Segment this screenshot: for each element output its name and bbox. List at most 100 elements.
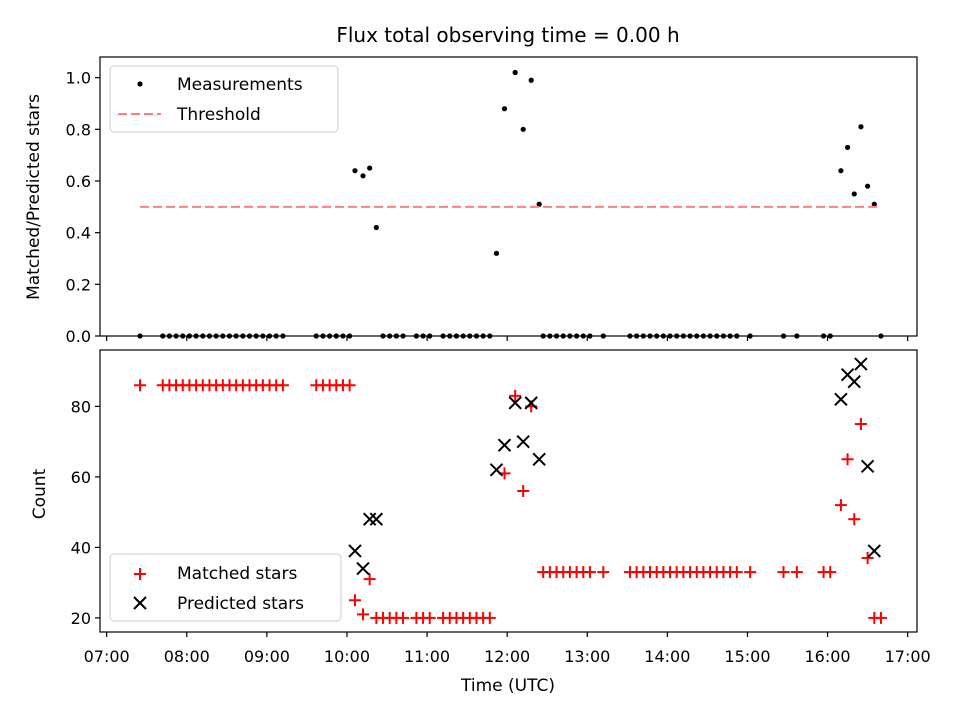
top-plot-frame xyxy=(99,56,918,337)
predicted-star-point xyxy=(362,512,377,526)
x-tick-label: 16:00 xyxy=(805,647,851,666)
matched-star-point xyxy=(276,379,289,392)
y-tick-label: 0.0 xyxy=(66,327,91,346)
legend-predicted-label: Predicted stars xyxy=(177,594,304,614)
x-tick-label: 10:00 xyxy=(324,647,370,666)
matched-star-point xyxy=(777,566,790,579)
bottom-x-ticks: 07:00 08:00 09:00 10:00 11:00 12:00 13:00 14:00… xyxy=(84,632,931,666)
y-tick-label: 60 xyxy=(71,468,91,487)
predicted-star-point xyxy=(369,512,384,526)
measurement-point xyxy=(536,201,542,207)
measurement-point xyxy=(501,106,508,112)
legend-measurements-label: Measurements xyxy=(177,75,303,95)
measurement-point xyxy=(360,173,366,179)
predicted-star-point xyxy=(854,357,868,371)
bottom-marks xyxy=(134,357,887,624)
top-panel: 0.0 0.2 0.4 0.6 0.8 1.0 Matched/Predicted sta… xyxy=(24,56,918,346)
matched-star-point xyxy=(730,566,743,579)
y-tick-label: 0.8 xyxy=(66,120,91,139)
measurement-point xyxy=(858,124,864,130)
predicted-star-point xyxy=(524,396,538,410)
bottom-panel: 20 40 60 80 07:00 08:00 09:00 10:00 11:00 12:00 1… xyxy=(30,349,931,696)
predicted-star-point xyxy=(356,561,370,576)
matched-star-point xyxy=(841,453,854,466)
y-tick-label: 40 xyxy=(71,538,91,557)
predicted-star-point xyxy=(847,375,861,389)
x-tick-label: 08:00 xyxy=(164,647,210,666)
measurement-point xyxy=(367,165,373,171)
matched-star-point xyxy=(356,608,369,621)
x-tick-label: 11:00 xyxy=(404,647,450,666)
matched-star-point xyxy=(397,611,410,624)
matched-star-point xyxy=(834,499,847,512)
top-x-ticks xyxy=(106,336,909,341)
matched-star-point xyxy=(363,573,376,586)
predicted-star-point xyxy=(532,452,546,466)
predicted-star-point xyxy=(348,544,362,558)
matched-star-point xyxy=(423,611,436,624)
bottom-y-axis-label: Count xyxy=(30,468,50,519)
y-tick-label: 0.4 xyxy=(66,224,91,243)
y-tick-label: 0.2 xyxy=(66,275,91,294)
measurement-point xyxy=(520,126,526,132)
predicted-star-point xyxy=(497,438,512,452)
matched-star-point xyxy=(848,513,861,526)
y-tick-label: 80 xyxy=(71,397,91,416)
matched-star-point xyxy=(824,566,837,579)
matched-star-point xyxy=(483,611,496,624)
matched-star-point xyxy=(343,379,356,392)
y-tick-label: 20 xyxy=(71,609,91,628)
matched-star-point xyxy=(861,551,874,564)
predicted-star-point xyxy=(489,463,504,477)
legend-predicted-marker xyxy=(133,596,147,610)
x-axis-label: Time (UTC) xyxy=(460,676,555,696)
x-tick-label: 14:00 xyxy=(644,647,690,666)
bottom-legend-frame xyxy=(109,553,342,622)
x-tick-label: 13:00 xyxy=(564,647,610,666)
top-y-ticks: 0.0 0.2 0.4 0.6 0.8 1.0 xyxy=(66,69,100,346)
measurement-point xyxy=(871,201,877,207)
top-marks xyxy=(137,69,884,339)
predicted-star-point xyxy=(867,544,881,558)
matched-star-point xyxy=(134,379,147,392)
x-tick-label: 15:00 xyxy=(724,647,770,666)
top-legend: Measurements Threshold xyxy=(109,65,339,133)
measurement-point xyxy=(851,191,857,197)
top-y-axis-label: Matched/Predicted stars xyxy=(24,94,44,300)
bottom-y-ticks: 20 40 60 80 xyxy=(71,397,100,628)
predicted-star-point xyxy=(834,392,848,407)
measurement-point xyxy=(493,250,500,256)
x-tick-label: 07:00 xyxy=(84,647,130,666)
predicted-star-point xyxy=(860,459,875,474)
measurement-point xyxy=(844,144,851,151)
chart-title: Flux total observing time = 0.00 h xyxy=(336,23,679,47)
matched-star-point xyxy=(517,485,530,497)
matched-star-point xyxy=(744,566,757,579)
matched-star-point xyxy=(583,566,596,579)
legend-matched-label: Matched stars xyxy=(177,564,297,584)
bottom-legend: Matched stars Predicted stars xyxy=(109,553,342,622)
measurement-point xyxy=(838,168,844,174)
x-tick-label: 17:00 xyxy=(885,647,931,666)
legend-matched-marker xyxy=(134,568,146,580)
y-tick-label: 1.0 xyxy=(66,69,91,88)
measurement-point xyxy=(373,224,379,231)
x-tick-label: 12:00 xyxy=(484,647,530,666)
measurement-point xyxy=(865,183,871,189)
legend-threshold-label: Threshold xyxy=(176,105,261,125)
matched-star-point xyxy=(874,611,887,624)
measurement-point xyxy=(528,77,534,83)
matched-star-point xyxy=(854,418,867,431)
matched-star-point xyxy=(348,594,361,607)
matched-star-point xyxy=(597,566,610,579)
predicted-star-point xyxy=(516,434,530,449)
x-tick-label: 09:00 xyxy=(244,647,290,666)
bottom-plot-frame xyxy=(99,349,918,633)
measurement-point xyxy=(352,168,358,174)
matched-star-point xyxy=(790,566,803,579)
y-tick-label: 0.6 xyxy=(66,172,91,191)
top-legend-frame xyxy=(109,65,339,133)
predicted-star-point xyxy=(508,396,522,410)
measurement-point xyxy=(512,69,518,76)
